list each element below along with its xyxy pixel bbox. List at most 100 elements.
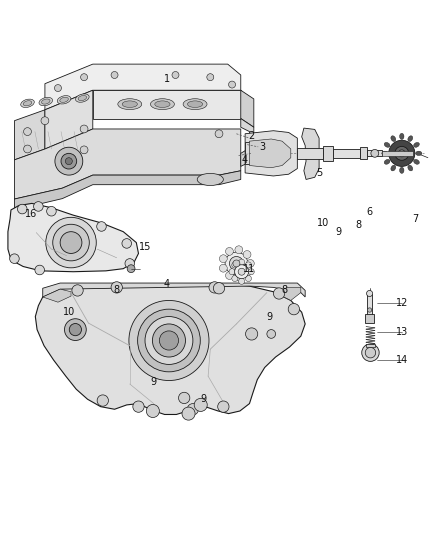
Ellipse shape xyxy=(197,173,223,185)
Text: 9: 9 xyxy=(201,394,207,404)
Bar xyxy=(367,294,372,315)
Ellipse shape xyxy=(75,94,89,102)
Circle shape xyxy=(219,264,227,272)
Bar xyxy=(297,148,323,158)
Circle shape xyxy=(172,71,179,78)
Circle shape xyxy=(80,125,88,133)
Circle shape xyxy=(129,301,209,381)
Bar xyxy=(366,344,375,346)
Text: 4: 4 xyxy=(164,279,170,289)
Circle shape xyxy=(65,158,72,165)
Polygon shape xyxy=(43,289,71,302)
Polygon shape xyxy=(14,171,241,210)
Circle shape xyxy=(209,282,220,293)
Ellipse shape xyxy=(408,136,413,141)
Polygon shape xyxy=(93,90,241,118)
Bar xyxy=(360,147,367,159)
Text: 15: 15 xyxy=(139,242,151,252)
Circle shape xyxy=(247,260,254,268)
Circle shape xyxy=(230,256,244,270)
Circle shape xyxy=(229,81,236,88)
Polygon shape xyxy=(245,131,297,176)
Ellipse shape xyxy=(42,99,50,104)
Circle shape xyxy=(35,265,45,275)
Polygon shape xyxy=(35,284,305,415)
Circle shape xyxy=(133,401,144,413)
Circle shape xyxy=(61,154,77,169)
Circle shape xyxy=(389,140,415,166)
Text: 1: 1 xyxy=(164,75,170,84)
Circle shape xyxy=(213,282,225,294)
Circle shape xyxy=(362,344,379,361)
Text: 9: 9 xyxy=(266,312,272,321)
Circle shape xyxy=(226,272,233,279)
Ellipse shape xyxy=(382,151,388,156)
Circle shape xyxy=(127,265,135,272)
Circle shape xyxy=(238,268,245,275)
Ellipse shape xyxy=(413,159,419,164)
Polygon shape xyxy=(14,110,45,160)
Circle shape xyxy=(46,217,96,268)
Circle shape xyxy=(159,331,179,350)
Circle shape xyxy=(245,276,251,281)
Polygon shape xyxy=(43,283,305,297)
Circle shape xyxy=(367,308,372,312)
Text: 14: 14 xyxy=(396,355,408,365)
Polygon shape xyxy=(302,128,319,180)
Circle shape xyxy=(226,247,233,255)
Circle shape xyxy=(235,265,249,279)
Text: 8: 8 xyxy=(281,286,287,295)
Circle shape xyxy=(243,251,251,259)
Circle shape xyxy=(182,407,195,420)
Polygon shape xyxy=(8,204,138,272)
Circle shape xyxy=(187,403,198,415)
Ellipse shape xyxy=(183,99,207,110)
Circle shape xyxy=(207,74,214,80)
Circle shape xyxy=(125,259,134,268)
Polygon shape xyxy=(241,90,254,127)
Circle shape xyxy=(232,276,238,281)
Circle shape xyxy=(41,117,49,125)
Circle shape xyxy=(398,150,405,157)
Circle shape xyxy=(80,146,88,154)
Circle shape xyxy=(235,273,243,281)
Circle shape xyxy=(54,85,61,92)
Circle shape xyxy=(152,324,185,357)
Circle shape xyxy=(24,145,32,153)
Circle shape xyxy=(371,149,379,157)
Text: 10: 10 xyxy=(317,218,329,228)
Text: 6: 6 xyxy=(366,207,372,217)
Polygon shape xyxy=(14,129,241,199)
Circle shape xyxy=(267,329,276,338)
Ellipse shape xyxy=(413,142,419,147)
Bar xyxy=(382,151,413,156)
Text: 11: 11 xyxy=(244,264,256,273)
Ellipse shape xyxy=(60,97,68,102)
Circle shape xyxy=(367,290,373,296)
Ellipse shape xyxy=(399,133,404,140)
Ellipse shape xyxy=(122,101,138,108)
Text: 5: 5 xyxy=(316,168,322,178)
Text: 9: 9 xyxy=(151,377,157,387)
Ellipse shape xyxy=(384,159,390,164)
Ellipse shape xyxy=(118,99,142,110)
Ellipse shape xyxy=(399,167,404,173)
Ellipse shape xyxy=(416,151,422,156)
Circle shape xyxy=(245,262,251,268)
Circle shape xyxy=(10,254,19,263)
Polygon shape xyxy=(250,139,291,168)
Ellipse shape xyxy=(39,98,53,106)
Text: 8: 8 xyxy=(355,220,361,230)
Text: 12: 12 xyxy=(396,298,408,309)
Circle shape xyxy=(395,147,409,160)
Ellipse shape xyxy=(408,165,413,171)
Polygon shape xyxy=(241,118,254,166)
Ellipse shape xyxy=(57,95,71,104)
Circle shape xyxy=(18,204,27,214)
Circle shape xyxy=(138,309,200,372)
Ellipse shape xyxy=(21,99,34,108)
Circle shape xyxy=(145,317,193,365)
Circle shape xyxy=(47,206,56,216)
Circle shape xyxy=(60,232,82,254)
Circle shape xyxy=(194,398,207,411)
